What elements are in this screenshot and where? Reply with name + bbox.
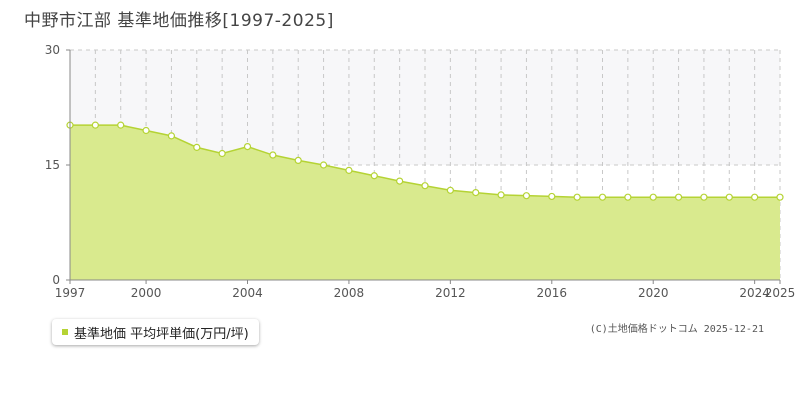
x-tick-label: 2020 — [638, 286, 669, 300]
x-tick-label: 2000 — [131, 286, 162, 300]
data-point-2013 — [472, 189, 480, 197]
data-point-2000 — [142, 126, 150, 135]
legend-label: 基準地価 平均坪単価(万円/坪) — [74, 326, 249, 342]
data-point-2007 — [319, 161, 328, 169]
y-tick-label: 0 — [52, 273, 60, 287]
x-tick-label: 2024 — [739, 286, 770, 300]
data-point-1999 — [117, 121, 125, 129]
data-point-2020 — [649, 193, 657, 201]
data-point-2023 — [725, 193, 733, 201]
legend-swatch — [62, 329, 68, 335]
data-point-2009 — [370, 172, 378, 180]
data-point-2011 — [421, 182, 429, 190]
data-point-2017 — [573, 193, 581, 201]
data-point-2005 — [269, 151, 277, 159]
data-point-2021 — [674, 193, 683, 201]
y-tick-labels: 0 15 30 — [45, 43, 70, 287]
data-point-2010 — [396, 177, 404, 185]
data-point-2015 — [522, 192, 531, 200]
area-fill — [70, 125, 780, 280]
data-point-2018 — [598, 193, 607, 201]
x-tick-label: 1997 — [55, 286, 86, 300]
data-point-2025 — [776, 193, 784, 201]
data-point-2019 — [624, 193, 632, 201]
x-tick-label: 2025 — [765, 286, 796, 300]
data-point-2006 — [294, 156, 302, 164]
data-point-2008 — [345, 166, 353, 174]
y-tick-label: 15 — [45, 158, 60, 172]
x-tick-label: 2012 — [435, 286, 466, 300]
data-point-1998 — [91, 121, 99, 129]
data-point-2003 — [218, 149, 226, 158]
data-point-2002 — [193, 143, 201, 151]
data-point-2016 — [548, 192, 556, 201]
chart-title: 中野市江部 基準地価推移[1997-2025] — [24, 11, 334, 31]
data-point-2004 — [243, 143, 252, 151]
legend: 基準地価 平均坪単価(万円/坪) — [52, 319, 259, 345]
data-point-2014 — [497, 191, 505, 199]
data-points — [66, 121, 784, 201]
data-point-2012 — [446, 186, 454, 194]
x-tick-label: 2008 — [334, 286, 365, 300]
copyright: (C)土地価格ドットコム 2025-12-21 — [589, 324, 764, 335]
y-tick-label: 30 — [45, 43, 60, 57]
x-tick-label: 2016 — [537, 286, 568, 300]
data-point-2001 — [167, 132, 176, 140]
data-point-2022 — [700, 193, 708, 201]
x-tick-label: 2004 — [232, 286, 263, 300]
data-point-2024 — [751, 193, 759, 201]
